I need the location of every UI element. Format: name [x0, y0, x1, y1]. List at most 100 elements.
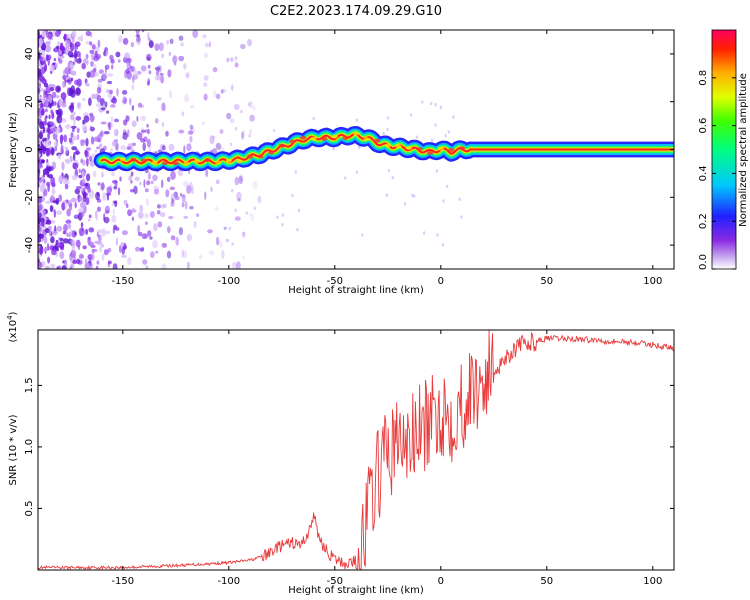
noise-speckle — [161, 242, 167, 248]
noise-speckle — [154, 250, 159, 254]
noise-speckle — [53, 209, 56, 218]
snr-panel: -150 -100 -50 0 50 100 0.5 1.0 1.5 Height of st… — [6, 311, 675, 596]
ridge-blob — [225, 158, 232, 163]
ridge-blob — [183, 161, 190, 166]
colorbar-tick-label: 0.4 — [698, 165, 709, 181]
noise-speckle — [242, 231, 245, 236]
noise-speckle — [146, 138, 151, 148]
noise-speckle — [84, 183, 89, 187]
noise-speckle — [169, 186, 175, 191]
noise-speckle — [198, 254, 203, 260]
noise-speckle — [74, 41, 81, 47]
noise-speckle — [85, 41, 91, 45]
noise-speckle — [56, 115, 63, 124]
noise-speckle — [97, 182, 101, 186]
noise-speckle — [112, 263, 118, 269]
noise-speckle — [41, 66, 45, 75]
noise-speckle — [60, 127, 63, 133]
noise-speckle — [42, 210, 46, 215]
noise-speckle — [48, 225, 52, 230]
noise-speckle — [71, 174, 78, 181]
x-tick-label: -100 — [217, 576, 240, 587]
noise-speckle — [131, 83, 135, 91]
noise-speckle — [50, 178, 54, 184]
noise-speckle — [382, 131, 385, 136]
noise-speckle — [91, 93, 96, 100]
noise-speckle — [38, 196, 43, 204]
noise-speckle — [231, 84, 234, 92]
noise-speckle — [57, 108, 63, 118]
noise-speckle — [96, 192, 100, 196]
noise-speckle — [230, 57, 234, 62]
noise-speckle — [160, 75, 165, 84]
noise-speckle — [114, 200, 118, 208]
noise-speckle — [115, 237, 118, 246]
noise-speckle — [423, 231, 426, 235]
noise-speckle — [40, 87, 44, 92]
noise-speckle — [80, 222, 84, 228]
noise-speckle — [74, 231, 77, 236]
noise-speckle — [62, 230, 67, 235]
noise-speckle — [355, 170, 359, 175]
noise-speckle — [63, 223, 68, 232]
noise-speckle — [78, 174, 83, 179]
noise-speckle — [40, 109, 45, 116]
noise-speckle — [189, 124, 194, 130]
snr-x-ticks: -150 -100 -50 0 50 100 — [111, 330, 662, 587]
noise-speckle — [127, 209, 133, 217]
noise-speckle — [44, 116, 47, 124]
noise-speckle — [276, 215, 279, 219]
noise-speckle — [234, 176, 239, 186]
spectrogram-panel: -150 -100 -50 0 50 100 -40 -20 0 20 40 Height of … — [8, 29, 675, 296]
noise-speckle — [144, 233, 149, 239]
noise-speckle — [66, 233, 71, 237]
noise-speckle — [147, 230, 152, 237]
noise-speckle — [39, 245, 44, 255]
noise-speckle — [297, 208, 301, 213]
noise-speckle — [104, 205, 110, 214]
noise-speckle — [68, 137, 73, 143]
colorbar-tick-label: 0.0 — [698, 254, 709, 270]
noise-speckle — [160, 179, 164, 189]
noise-speckle — [118, 35, 123, 43]
noise-speckle — [88, 214, 92, 219]
noise-speckle — [71, 37, 75, 43]
noise-speckle — [140, 138, 146, 143]
noise-speckle — [95, 53, 101, 60]
noise-speckle — [38, 139, 41, 145]
noise-speckle — [110, 148, 114, 152]
noise-speckle — [412, 194, 416, 198]
noise-speckle — [180, 192, 182, 197]
noise-speckle — [61, 202, 66, 211]
ridge-blob — [151, 160, 158, 165]
noise-speckle — [72, 162, 77, 170]
noise-speckle — [184, 94, 190, 103]
noise-speckle — [234, 56, 238, 60]
colorbar-frame — [711, 29, 737, 270]
noise-speckle — [192, 30, 199, 39]
noise-speckle — [52, 200, 59, 204]
noise-speckle — [71, 30, 77, 38]
noise-speckle — [42, 247, 49, 252]
noise-speckle — [120, 145, 127, 151]
noise-speckle — [96, 86, 102, 94]
noise-speckle — [111, 140, 118, 147]
noise-speckle — [238, 176, 243, 185]
noise-speckle — [213, 90, 217, 98]
noise-speckle — [56, 266, 59, 269]
noise-speckle — [71, 146, 78, 151]
noise-speckle — [69, 41, 73, 48]
noise-speckle — [166, 39, 169, 45]
noise-speckle — [117, 187, 121, 196]
noise-speckle — [109, 89, 113, 95]
noise-speckle — [85, 30, 92, 37]
noise-speckle — [229, 142, 233, 147]
noise-speckle — [182, 181, 189, 187]
noise-speckle — [152, 240, 158, 249]
noise-speckle — [132, 142, 136, 146]
noise-speckle — [191, 186, 194, 195]
noise-speckle — [201, 121, 205, 125]
noise-speckle — [38, 71, 42, 77]
noise-speckle — [167, 69, 172, 78]
